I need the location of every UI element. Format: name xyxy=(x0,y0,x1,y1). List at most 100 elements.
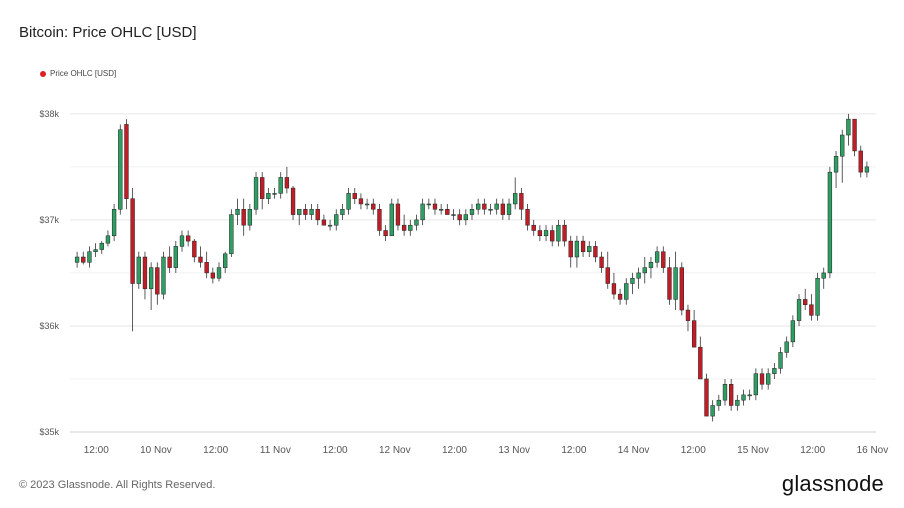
candle xyxy=(241,198,246,236)
candle xyxy=(691,310,697,348)
candle-body xyxy=(747,394,752,397)
candle-body xyxy=(395,203,401,226)
candle-body xyxy=(105,235,111,244)
candle-body xyxy=(772,368,777,374)
candle xyxy=(327,219,333,231)
candle xyxy=(667,257,672,305)
y-tick-label: $37k xyxy=(39,215,59,225)
candle xyxy=(605,251,610,289)
candle xyxy=(519,188,524,220)
candle xyxy=(161,251,166,300)
candle-body xyxy=(167,256,172,268)
candle xyxy=(451,209,456,220)
x-tick-label: 12 Nov xyxy=(379,445,411,456)
candle-body xyxy=(142,256,148,290)
candle-body xyxy=(852,118,857,152)
candle-body xyxy=(827,171,833,274)
candle-body xyxy=(136,256,141,284)
candle xyxy=(284,166,290,194)
candle xyxy=(216,262,222,282)
x-tick-label: 13 Nov xyxy=(498,445,530,456)
candle xyxy=(142,251,148,300)
candle-body xyxy=(685,309,691,321)
candle xyxy=(833,150,839,189)
candle-body xyxy=(303,209,308,215)
candle-body xyxy=(451,214,456,216)
candle xyxy=(611,272,617,300)
candle-body xyxy=(858,150,863,173)
y-tick-label: $36k xyxy=(39,321,59,331)
candle xyxy=(371,198,376,215)
candle xyxy=(642,257,647,284)
candle xyxy=(790,315,796,348)
candle-body xyxy=(815,277,820,316)
candle xyxy=(513,177,518,210)
candle-body xyxy=(334,214,339,226)
candle xyxy=(710,400,715,422)
legend-dot-icon xyxy=(40,70,46,77)
candle xyxy=(383,225,388,242)
candle xyxy=(476,198,481,215)
x-tick-label: 15 Nov xyxy=(737,445,769,456)
candle-body xyxy=(531,224,536,231)
brand-logo: glassnode xyxy=(781,471,884,496)
candle-body xyxy=(173,246,178,268)
candle xyxy=(815,272,820,321)
candle xyxy=(340,203,345,220)
candle-body xyxy=(315,209,320,221)
candle xyxy=(827,166,833,279)
candle-body xyxy=(673,267,678,300)
x-tick-label: 10 Nov xyxy=(140,445,172,456)
candle-body xyxy=(210,272,216,279)
candle-body xyxy=(513,193,518,205)
candle-body xyxy=(654,251,660,263)
candle-body xyxy=(229,214,234,255)
candle-body xyxy=(266,193,271,199)
candle xyxy=(136,251,141,289)
candle-body xyxy=(790,320,796,343)
candle-body xyxy=(426,203,431,206)
candle xyxy=(574,235,580,268)
candle xyxy=(698,336,703,380)
candle xyxy=(728,378,734,411)
candle xyxy=(229,209,234,257)
candle-body xyxy=(784,341,789,353)
candle-body xyxy=(494,203,499,210)
candle-body xyxy=(438,209,444,211)
chart-legend[interactable]: Price OHLC [USD] xyxy=(40,69,116,78)
candle xyxy=(784,336,789,358)
candle xyxy=(469,203,475,220)
candle xyxy=(414,214,419,231)
candle-body xyxy=(642,267,647,274)
candle-body xyxy=(778,352,783,369)
candle xyxy=(235,198,240,226)
candle-body xyxy=(371,203,376,210)
candle-body xyxy=(580,240,586,252)
candle-body xyxy=(698,346,703,380)
candle-body xyxy=(309,209,314,215)
candle xyxy=(735,394,740,411)
candle-body xyxy=(463,214,468,221)
candle-body xyxy=(198,256,203,263)
candle xyxy=(803,288,808,311)
candle xyxy=(525,203,530,231)
candle xyxy=(309,203,314,220)
candle xyxy=(290,185,296,220)
candle-body xyxy=(192,240,197,258)
candle-body xyxy=(290,187,296,215)
candle-body xyxy=(759,373,765,385)
candle-body xyxy=(297,209,302,215)
candle xyxy=(587,241,592,257)
candle-body xyxy=(735,399,740,406)
candle-body xyxy=(284,177,290,189)
candle-body xyxy=(99,242,104,250)
candle xyxy=(679,262,684,316)
candle xyxy=(321,214,327,226)
candle-body xyxy=(599,256,604,268)
candle-body xyxy=(118,129,123,210)
candle-body xyxy=(846,118,851,136)
candle xyxy=(303,203,308,220)
candle xyxy=(599,251,604,273)
candle xyxy=(266,188,271,204)
